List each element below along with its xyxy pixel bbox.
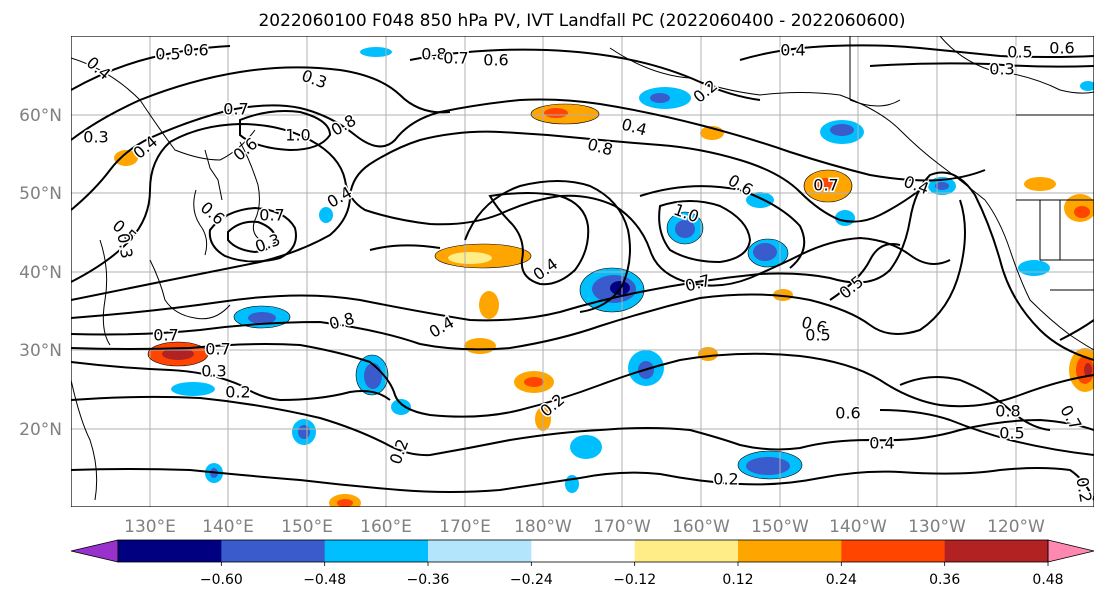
anomaly-outlines: [147, 103, 853, 480]
lon-label: 120°W: [987, 517, 1045, 537]
contour-label: 1.0: [285, 126, 310, 145]
plot-title: 2022060100 F048 850 hPa PV, IVT Landfall…: [258, 11, 905, 31]
lat-label: 50°N: [19, 184, 62, 204]
lon-label: 160°E: [360, 517, 412, 537]
contour-label: 0.3: [201, 362, 226, 381]
contour-label: 0.3: [83, 128, 108, 147]
contour-label: 0.7: [153, 326, 178, 345]
contour-label: 0.5: [1007, 43, 1032, 62]
colorbar-segment: [531, 540, 636, 562]
contour-label: 0.8: [421, 45, 446, 64]
contour-label: 0.4: [869, 434, 894, 453]
colorbar-segment: [118, 540, 222, 562]
colorbar-tick-label: −0.60: [200, 572, 243, 588]
contour-label: 0.5: [999, 424, 1024, 443]
contour-label: 0.6: [835, 404, 860, 423]
colorbar-tick-label: −0.24: [510, 572, 553, 588]
contour-label: 0.5: [805, 326, 830, 345]
contour-label: 0.8: [995, 402, 1020, 421]
colorbar-tick-label: 0.48: [1032, 572, 1063, 588]
colorbar-tick-label: −0.12: [613, 572, 656, 588]
pv-contours: [71, 44, 1094, 501]
lat-label: 60°N: [19, 106, 62, 126]
lon-label: 130°E: [124, 517, 176, 537]
colorbar-segment: [428, 540, 532, 562]
colorbar-segment: [944, 540, 1049, 562]
lat-label: 20°N: [19, 420, 62, 440]
colorbar-tick-label: 0.24: [826, 572, 857, 588]
lon-label: 160°W: [672, 517, 730, 537]
map-panel: 0.5 0.60.4 0.30.80.7 0.60.4 0.5 0.60.30.20.71…: [71, 36, 1095, 507]
colorbar-tick-label: 0.12: [722, 572, 753, 588]
lat-label: 40°N: [19, 263, 62, 283]
lon-label: 170°E: [439, 517, 491, 537]
lon-label: 140°E: [202, 517, 254, 537]
contour-label: 0.5: [155, 45, 180, 64]
contour-label: 0.3: [989, 60, 1014, 79]
colorbar-tick-label: 0.36: [929, 572, 960, 588]
lon-label: 180°W: [514, 517, 572, 537]
colorbar-tick-label: −0.36: [407, 572, 450, 588]
colorbar-segment: [221, 540, 326, 562]
contour-label: 0.7: [223, 100, 248, 119]
colorbar-extend-min: [70, 539, 119, 563]
shaded-anomalies: [114, 47, 1094, 507]
lon-label: 130°W: [908, 517, 966, 537]
colorbar-extend-max: [1047, 539, 1095, 563]
colorbar-segment: [634, 540, 739, 562]
lon-label: 150°W: [751, 517, 809, 537]
contour-label: 0.6: [800, 313, 830, 338]
lon-label: 150°E: [281, 517, 333, 537]
colorbar-tick-labels: −0.60 −0.48 −0.36 −0.24 −0.12 0.12 0.24 0.36 0.4…: [200, 562, 1064, 588]
coastlines: [71, 36, 1094, 501]
colorbar-segment: [324, 540, 429, 562]
colorbar-frame: [117, 539, 1049, 563]
contour-label: 0.2: [713, 470, 738, 489]
colorbar-segment: [738, 540, 842, 562]
contour-label: 0.2: [225, 383, 250, 402]
contour-label: 0.7: [205, 340, 230, 359]
latitude-labels: 60°N 50°N 40°N 30°N 20°N: [19, 106, 62, 440]
colorbar: [70, 539, 1095, 563]
contour-label: 0.3: [113, 232, 136, 260]
contour-label: 0.6: [483, 51, 508, 70]
contour-label: 0.6: [1049, 39, 1074, 58]
contour-label: 0.2: [1072, 476, 1095, 504]
contour-label: 0.7: [443, 49, 468, 68]
contour-label: 0.7: [813, 176, 838, 195]
colorbar-segment: [841, 540, 946, 562]
contour-label: 0.7: [259, 206, 284, 225]
lon-label: 170°W: [593, 517, 651, 537]
colorbar-tick-label: −0.48: [303, 572, 346, 588]
lat-label: 30°N: [19, 341, 62, 361]
lon-label: 140°W: [829, 517, 887, 537]
longitude-labels: 130°E 140°E 150°E 160°E 170°E 180°W 170°W 160°W…: [124, 517, 1045, 537]
contour-label: 0.4: [780, 41, 805, 60]
contour-label: 0.6: [183, 41, 208, 60]
